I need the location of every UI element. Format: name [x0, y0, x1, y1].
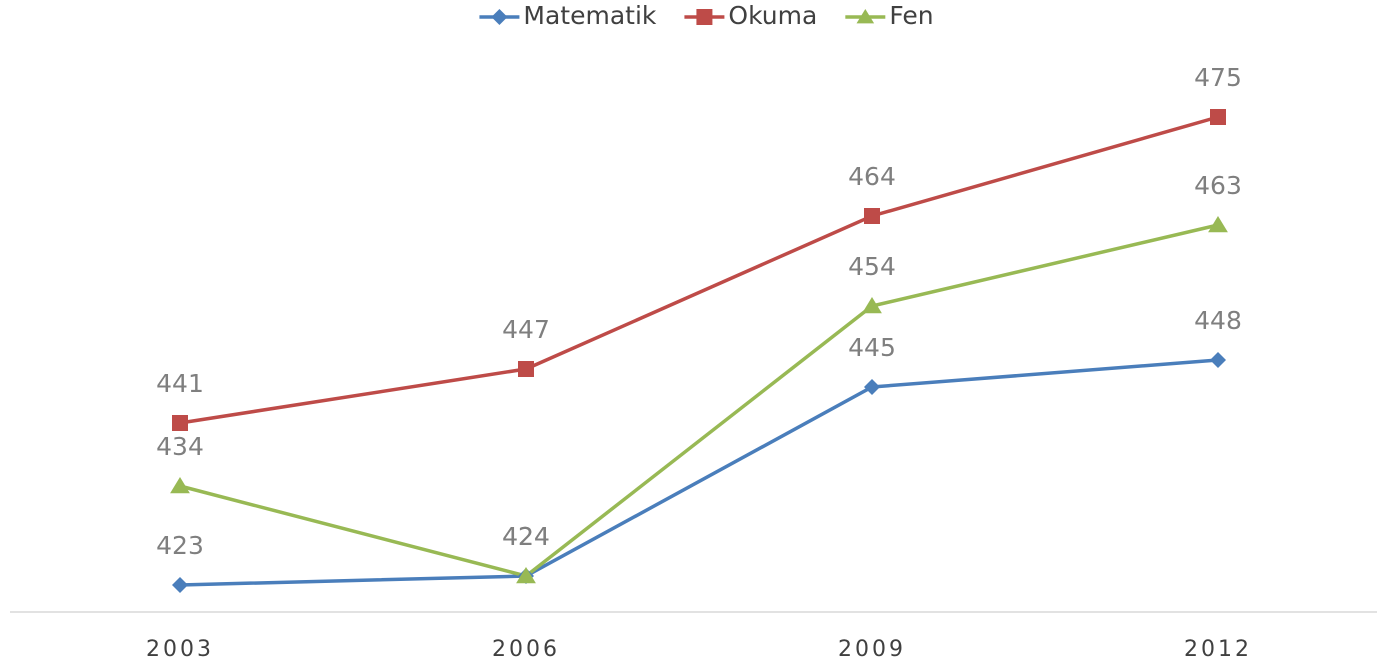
legend-marker	[491, 9, 508, 25]
legend-marker	[856, 9, 875, 24]
data-label: 445	[848, 333, 896, 362]
data-label: 423	[156, 531, 204, 560]
series-line	[179, 115, 1219, 425]
marker	[1210, 352, 1226, 368]
x-tick-label: 2006	[492, 637, 560, 662]
marker	[170, 477, 190, 494]
marker	[864, 379, 880, 395]
x-tick-label: 2009	[838, 637, 906, 662]
legend-label: Fen	[889, 1, 933, 30]
marker	[1210, 109, 1226, 125]
data-label: 441	[156, 369, 204, 398]
data-label: 454	[848, 252, 896, 281]
marker	[864, 208, 880, 224]
data-label: 448	[1194, 306, 1242, 335]
marker	[172, 415, 188, 431]
data-label: 463	[1194, 171, 1242, 200]
data-label: 424	[502, 522, 550, 551]
marker	[862, 297, 882, 314]
series-line	[179, 358, 1219, 587]
x-tick-label: 2003	[146, 637, 214, 662]
data-label: 447	[502, 315, 550, 344]
marker	[1208, 216, 1228, 233]
legend-label: Matematik	[523, 1, 656, 30]
data-label: 434	[156, 432, 204, 461]
data-label: 424	[502, 522, 550, 551]
legend-label: Okuma	[728, 1, 817, 30]
data-label: 464	[848, 162, 896, 191]
data-label: 475	[1194, 63, 1242, 92]
legend-marker	[696, 9, 713, 25]
marker	[518, 361, 534, 377]
series-line	[179, 223, 1219, 578]
x-tick-label: 2012	[1184, 637, 1252, 662]
marker	[172, 577, 188, 593]
marker	[516, 567, 536, 584]
